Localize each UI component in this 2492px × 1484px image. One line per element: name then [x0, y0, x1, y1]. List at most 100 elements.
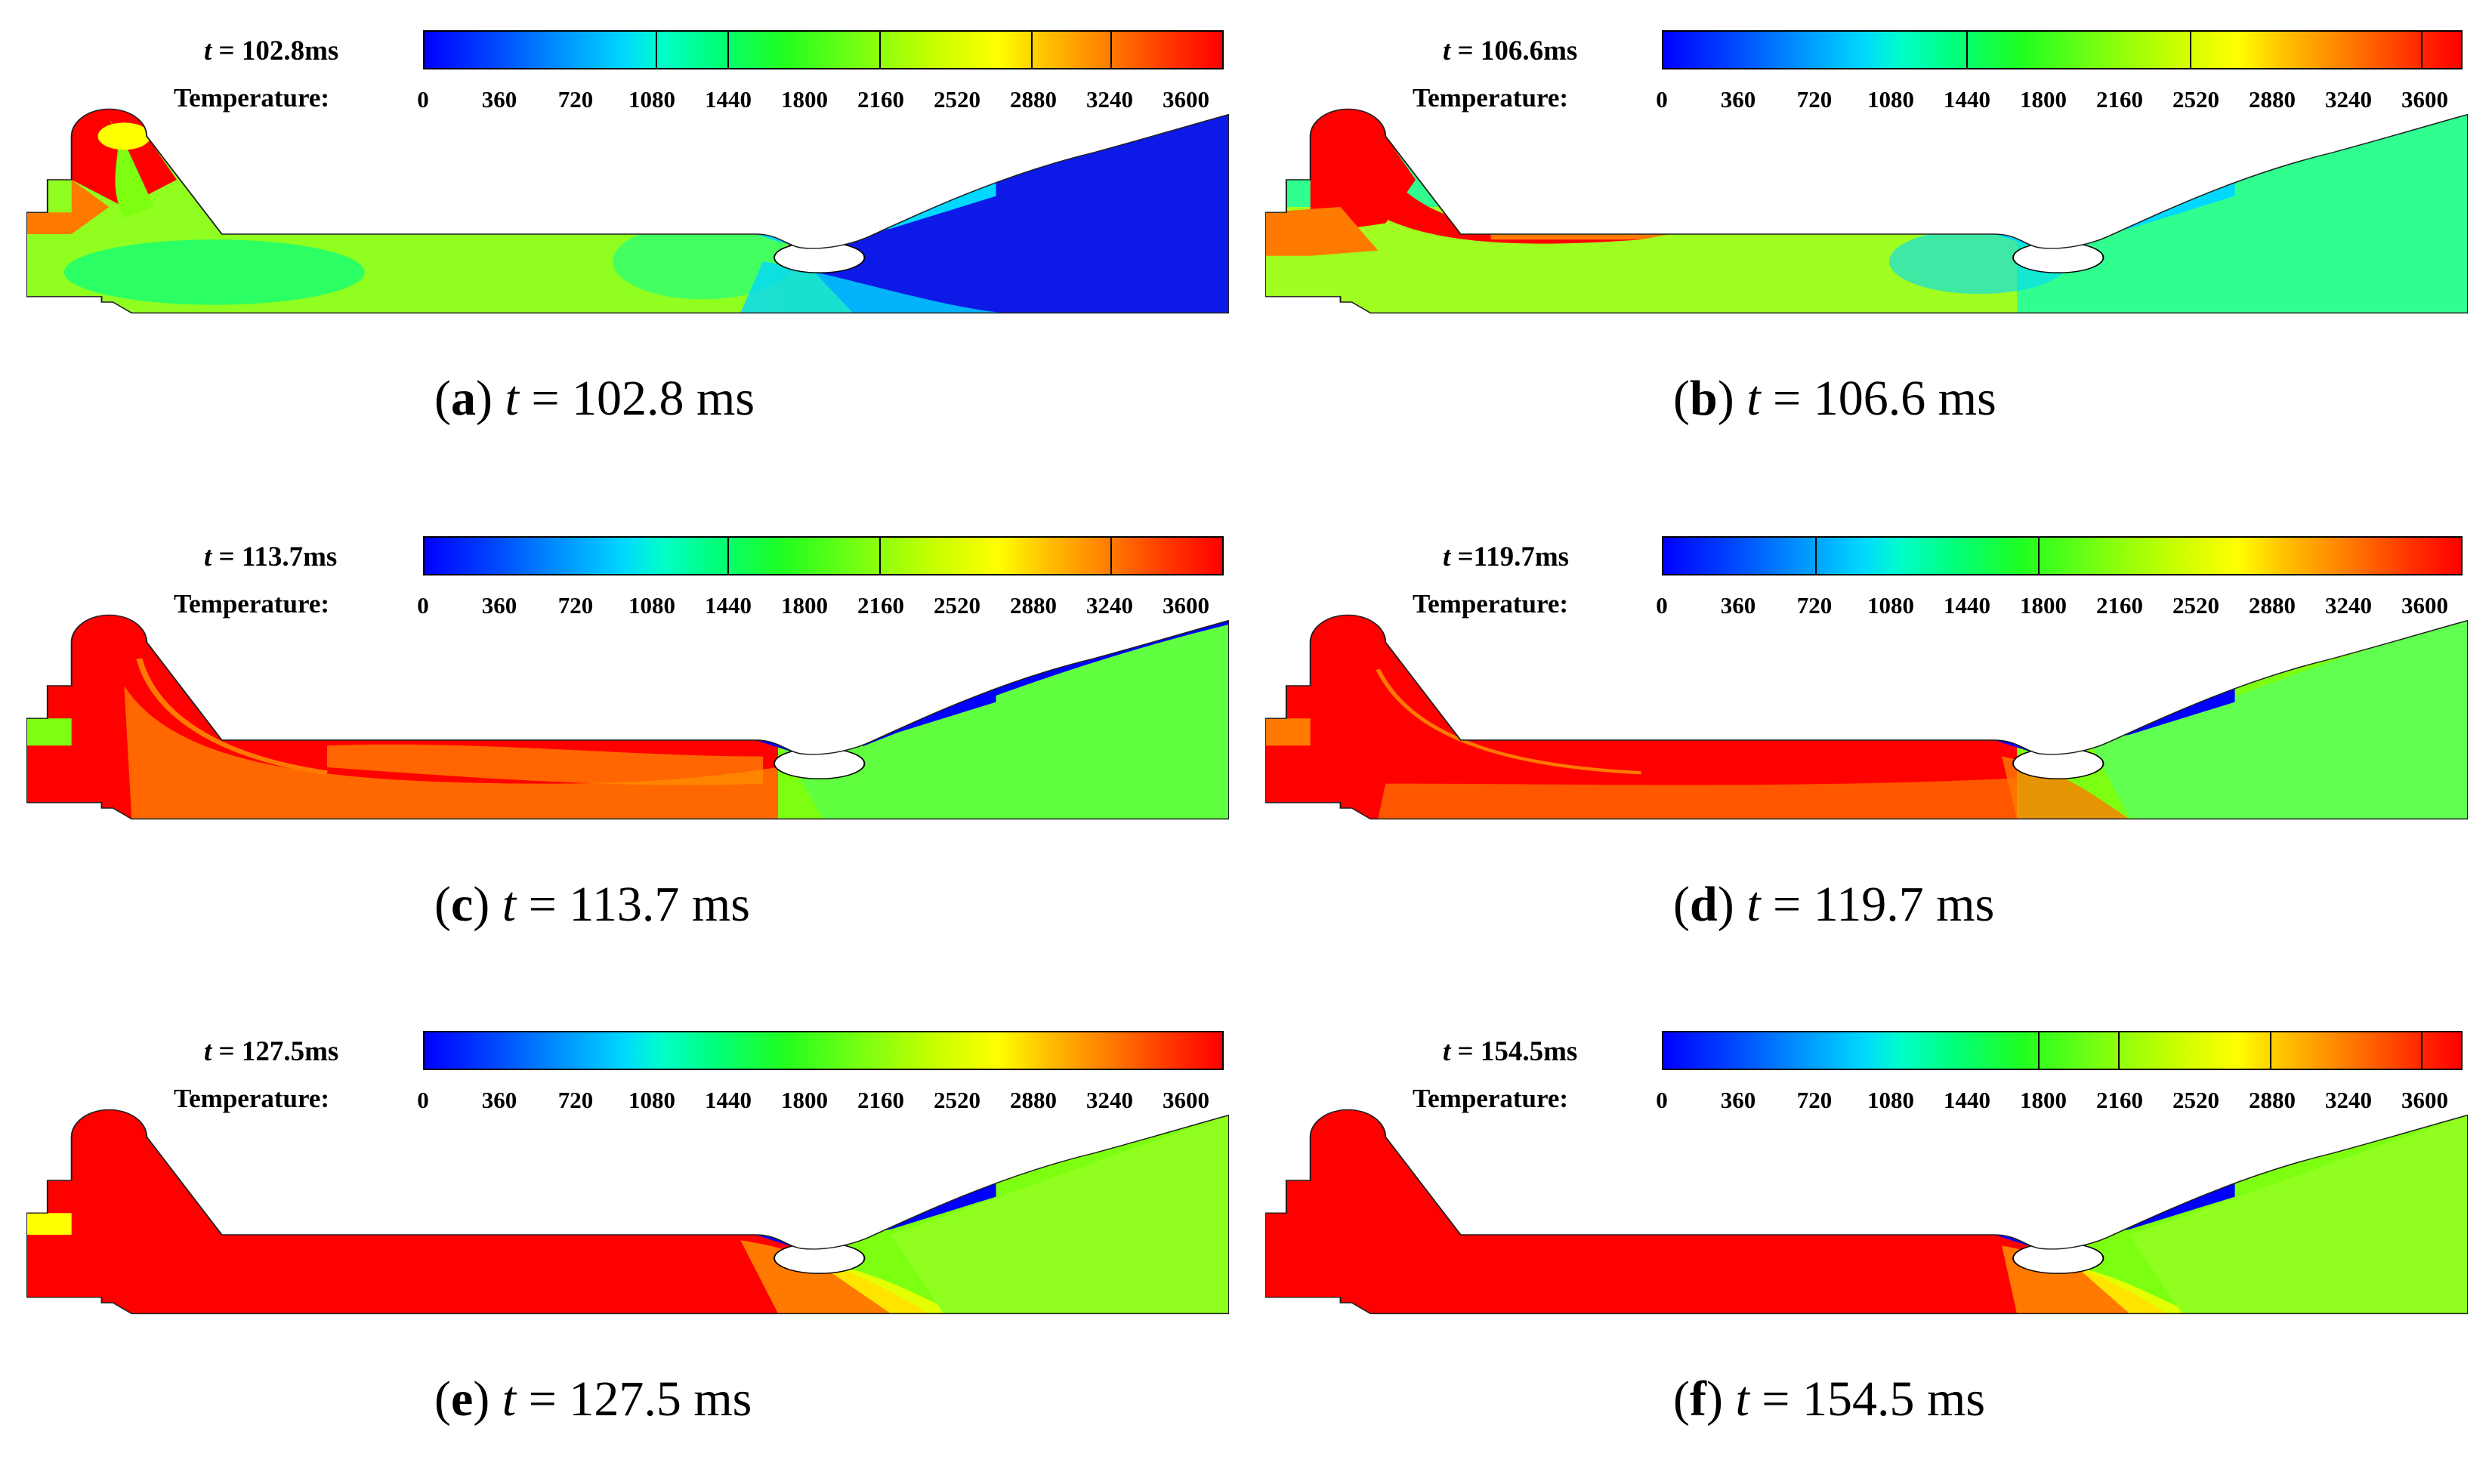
colorbar-tick: 2160 — [857, 592, 904, 619]
domain-outline — [26, 108, 1229, 314]
time-label: t = 113.7ms — [204, 541, 337, 573]
colorbar-tick: 720 — [557, 1087, 594, 1113]
panel-e: t = 127.5ms Temperature: 0 360 720 1080 1440 18… — [15, 1016, 1229, 1484]
time-label-value: =119.7ms — [1450, 541, 1570, 572]
colorbar-tick: 3240 — [2325, 86, 2372, 113]
colorbar-tick: 3240 — [1086, 86, 1133, 113]
colorbar-tick: 2520 — [2172, 592, 2219, 619]
caption-var: t — [502, 1371, 517, 1427]
caption-var: t — [502, 877, 517, 932]
colorbar-divider — [2269, 1032, 2271, 1069]
colorbar-tick: 1800 — [2020, 86, 2067, 113]
time-label-value: = 113.7ms — [212, 541, 338, 572]
colorbar-tick: 720 — [1796, 86, 1833, 113]
colorbar-tick: 360 — [1720, 592, 1756, 619]
colorbar-tick: 1440 — [1944, 86, 1990, 113]
time-label-value: = 106.6ms — [1450, 35, 1578, 66]
colorbar-tick: 1080 — [628, 592, 675, 619]
colorbar-divider — [2421, 32, 2423, 68]
colorbar — [423, 536, 1224, 575]
colorbar-label: Temperature: — [174, 589, 330, 619]
domain-outline — [26, 1109, 1229, 1315]
flow-domain — [1265, 604, 2468, 832]
colorbar-tick: 3600 — [2401, 86, 2448, 113]
colorbar-tick: 2880 — [1010, 86, 1057, 113]
colorbar-tick: 3600 — [1163, 86, 1209, 113]
time-label-value: = 127.5ms — [212, 1036, 339, 1067]
panel-b: t = 106.6ms Temperature: 0 360 720 1080 1440 18… — [1254, 15, 2468, 483]
time-label-var: t — [204, 35, 212, 66]
colorbar-label: Temperature: — [1413, 1084, 1569, 1113]
colorbar-divider — [2038, 538, 2040, 574]
colorbar-tick: 360 — [1720, 1087, 1756, 1113]
colorbar-ticks: 0 360 720 1080 1440 1800 2160 2520 2880 3240 3600 — [417, 86, 1209, 116]
colorbar-tick: 1440 — [705, 1087, 752, 1113]
colorbar-tick: 1440 — [1944, 592, 1990, 619]
colorbar-divider — [727, 538, 730, 574]
time-label: t = 106.6ms — [1443, 35, 1577, 67]
colorbar-tick: 3600 — [1163, 592, 1209, 619]
colorbar-tick: 2880 — [2249, 1087, 2296, 1113]
colorbar-tick: 360 — [481, 1087, 517, 1113]
colorbar-divider — [1814, 538, 1817, 574]
caption-value: = 119.7 ms — [1760, 877, 1995, 932]
colorbar-label: Temperature: — [174, 1084, 330, 1113]
colorbar-tick: 2880 — [2249, 592, 2296, 619]
colorbar-tick: 0 — [1656, 592, 1668, 619]
temperature-field — [1265, 614, 2468, 820]
caption-letter: b — [1689, 371, 1718, 426]
caption-value: = 154.5 ms — [1749, 1371, 1986, 1427]
panel-a: t = 102.8ms Temperature: 0 360 720 1080 1440 18… — [15, 15, 1229, 483]
colorbar-tick: 2880 — [1010, 592, 1057, 619]
colorbar-label: Temperature: — [174, 83, 330, 113]
colorbar-divider — [2189, 32, 2191, 68]
temperature-field — [1265, 1109, 2468, 1315]
colorbar-tick: 0 — [417, 1087, 429, 1113]
colorbar-ticks: 0 360 720 1080 1440 1800 2160 2520 2880 3240 3600 — [417, 592, 1209, 622]
colorbar-ticks: 0 360 720 1080 1440 1800 2160 2520 2880 3240 3600 — [1656, 1087, 2448, 1117]
time-label-var: t — [1443, 35, 1451, 66]
temperature-field — [26, 1109, 1229, 1315]
colorbar-tick: 2520 — [934, 86, 980, 113]
flow-domain — [26, 98, 1229, 326]
time-label-var: t — [1443, 541, 1451, 572]
time-label-var: t — [204, 1036, 212, 1067]
colorbar-tick: 3600 — [2401, 1087, 2448, 1113]
colorbar-tick: 1080 — [628, 1087, 675, 1113]
colorbar-tick: 1440 — [705, 592, 752, 619]
colorbar-tick: 1080 — [1867, 1087, 1914, 1113]
colorbar-tick: 2160 — [2096, 1087, 2143, 1113]
colorbar-tick: 360 — [481, 592, 517, 619]
colorbar-tick: 0 — [1656, 86, 1668, 113]
caption-value: = 106.6 ms — [1760, 371, 1996, 426]
panel-caption: (f) t = 154.5 ms — [1673, 1371, 1986, 1427]
colorbar-tick: 720 — [1796, 592, 1833, 619]
colorbar-tick: 1800 — [781, 86, 828, 113]
caption-letter: a — [450, 371, 476, 426]
time-label: t = 102.8ms — [204, 35, 338, 67]
colorbar-tick: 0 — [1656, 1087, 1668, 1113]
colorbar-tick: 360 — [481, 86, 517, 113]
colorbar-tick: 3600 — [2401, 592, 2448, 619]
time-label-var: t — [1443, 1036, 1451, 1067]
panel-c: t = 113.7ms Temperature: 0 360 720 1080 1440 18… — [15, 521, 1229, 989]
panel-d: t =119.7ms Temperature: 0 360 720 1080 1440 180… — [1254, 521, 2468, 989]
colorbar-tick: 360 — [1720, 86, 1756, 113]
panel-caption: (a) t = 102.8 ms — [434, 371, 755, 426]
colorbar — [423, 1031, 1224, 1070]
colorbar-tick: 1080 — [1867, 86, 1914, 113]
colorbar-tick: 2160 — [2096, 86, 2143, 113]
colorbar — [423, 30, 1224, 69]
colorbar-ticks: 0 360 720 1080 1440 1800 2160 2520 2880 3240 3600 — [417, 1087, 1209, 1117]
time-label: t = 127.5ms — [204, 1035, 338, 1068]
temperature-field — [26, 108, 1229, 314]
caption-letter: d — [1689, 877, 1718, 932]
colorbar-divider — [1966, 32, 1969, 68]
flow-domain — [26, 604, 1229, 832]
colorbar-ticks: 0 360 720 1080 1440 1800 2160 2520 2880 3240 3600 — [1656, 86, 2448, 116]
colorbar — [1662, 30, 2463, 69]
colorbar-divider — [1110, 538, 1113, 574]
colorbar-tick: 0 — [417, 86, 429, 113]
temperature-field — [1265, 108, 2468, 314]
temperature-field — [26, 614, 1229, 820]
